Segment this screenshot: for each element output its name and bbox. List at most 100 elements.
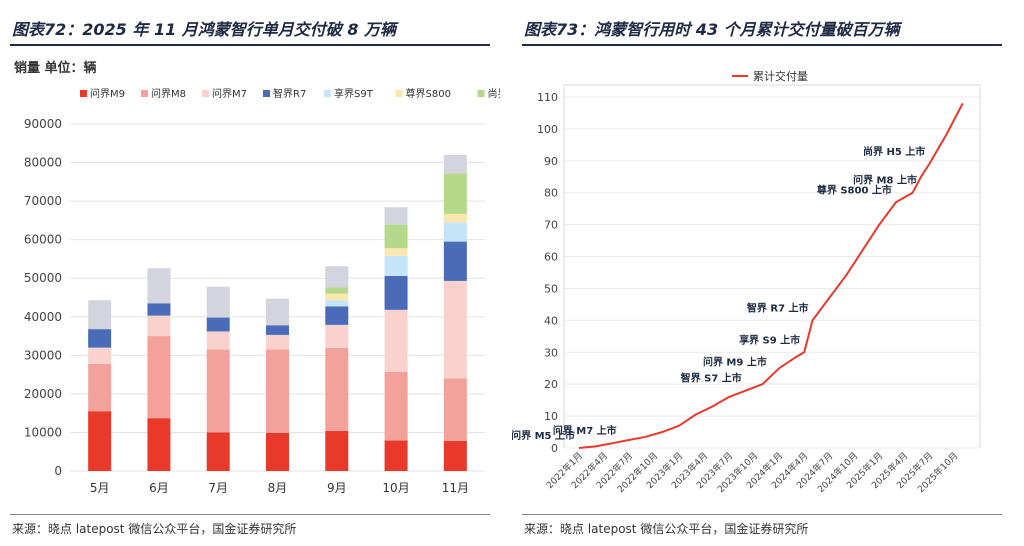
bar-segment-1-1 xyxy=(147,336,171,419)
bar-segment-3-1 xyxy=(266,349,289,433)
annotation-8: 尚界 H5 上市 xyxy=(863,145,925,158)
y-tick-label-5: 50000 xyxy=(24,271,62,285)
bar-segment-4-0 xyxy=(325,430,349,471)
left-source-rule xyxy=(10,514,490,515)
bar-segment-4-4 xyxy=(325,300,349,307)
y-tick-label-7: 70000 xyxy=(24,194,62,208)
bar-segment-5-7 xyxy=(384,207,408,225)
bar-segment-4-6 xyxy=(325,287,349,294)
y-tick-label-9: 90 xyxy=(544,155,558,168)
y-tick-label-3: 30000 xyxy=(24,348,62,362)
y-tick-label-8: 80 xyxy=(544,187,558,200)
y-tick-label-2: 20000 xyxy=(24,387,62,401)
x-tick-label-3: 8月 xyxy=(268,481,288,495)
annotation-6: 尊界 S800 上市 xyxy=(817,183,892,196)
bar-segment-6-4 xyxy=(443,222,467,242)
series-line-cumulative xyxy=(578,102,964,449)
x-tick-label-5: 10月 xyxy=(382,481,409,495)
bar-segment-5-2 xyxy=(384,309,408,372)
bar-segment-5-6 xyxy=(384,224,408,249)
bar-segment-3-0 xyxy=(266,432,289,471)
cumulative-deliveries-line-chart: 累计交付量01020304050607080901001102022年1月202… xyxy=(512,69,981,495)
bar-segment-0-7 xyxy=(88,300,112,330)
bar-segment-3-2 xyxy=(266,334,289,350)
y-tick-label-5: 50 xyxy=(544,282,558,295)
legend-label: 累计交付量 xyxy=(753,69,808,83)
annotation-2: 智界 S7 上市 xyxy=(681,372,742,385)
left-figure-title: 图表72：2025 年 11 月鸿蒙智行单月交付破 8 万辆 xyxy=(12,20,397,39)
legend-label-0: 问界M9 xyxy=(90,87,125,100)
x-tick-label-4: 9月 xyxy=(327,481,347,495)
plot-frame xyxy=(563,84,981,449)
bar-segment-4-7 xyxy=(325,266,349,288)
bar-segment-0-2 xyxy=(88,347,112,364)
x-tick-label-0: 5月 xyxy=(90,481,110,495)
bar-segment-3-7 xyxy=(266,298,289,326)
y-tick-label-1: 10 xyxy=(544,410,558,423)
bar-segment-0-3 xyxy=(88,329,112,348)
bar-segment-6-5 xyxy=(443,213,467,223)
right-figure-panel: 图表73：鸿蒙智行用时 43 个月累计交付量破百万辆 累计交付量 0 10 20 30 4… xyxy=(512,0,1012,546)
right-source-note: 来源：晓点 latepost 微信公众平台，国金证券研究所 xyxy=(524,522,809,536)
legend-label-3: 智界R7 xyxy=(273,87,306,100)
annotation-0: 问界 M5 上市 xyxy=(512,429,575,442)
bar-segment-5-3 xyxy=(384,275,408,310)
annotation-5: 智界 R7 上市 xyxy=(747,301,809,314)
bar-segment-0-0 xyxy=(88,411,112,471)
y-tick-label-9: 90000 xyxy=(24,117,62,131)
legend-swatch-2 xyxy=(202,90,209,97)
y-tick-label-10: 100 xyxy=(537,123,558,136)
bar-segment-6-7 xyxy=(443,154,467,174)
right-source-rule xyxy=(522,514,1002,515)
bar-segment-2-3 xyxy=(206,317,230,332)
y-tick-label-7: 70 xyxy=(544,219,558,232)
bar-segment-5-5 xyxy=(384,248,408,256)
legend-swatch-3 xyxy=(263,90,270,97)
bar-segment-4-3 xyxy=(325,306,349,325)
legend-swatch-1 xyxy=(141,90,148,97)
x-tick-label-2: 7月 xyxy=(208,481,228,495)
x-tick-label-6: 11月 xyxy=(442,481,469,495)
bar-segment-1-2 xyxy=(147,315,171,337)
y-tick-label-6: 60000 xyxy=(24,233,62,247)
right-figure-title: 图表73：鸿蒙智行用时 43 个月累计交付量破百万辆 xyxy=(524,20,900,39)
y-tick-label-4: 40000 xyxy=(24,310,62,324)
y-tick-label-6: 60 xyxy=(544,251,558,264)
bar-segment-2-7 xyxy=(206,286,230,318)
bar-segment-1-7 xyxy=(147,268,171,304)
bar-segment-2-0 xyxy=(206,432,230,471)
legend-label-4: 享界S9T xyxy=(334,87,374,100)
y-axis-label: 销量 单位：辆 xyxy=(14,60,97,76)
annotation-3: 问界 M9 上市 xyxy=(703,356,767,369)
bar-segment-6-2 xyxy=(443,280,467,379)
legend-swatch-6 xyxy=(477,90,485,97)
legend-swatch-4 xyxy=(324,90,331,97)
bar-segment-2-1 xyxy=(206,349,230,433)
bar-segment-4-1 xyxy=(325,348,349,431)
y-tick-label-3: 30 xyxy=(544,346,558,359)
bar-segment-4-2 xyxy=(325,324,349,349)
left-source-note: 来源：晓点 latepost 微信公众平台，国金证券研究所 xyxy=(12,522,297,536)
y-tick-label-11: 110 xyxy=(537,91,558,104)
bar-segment-3-3 xyxy=(266,325,289,335)
bar-segment-0-1 xyxy=(88,363,112,412)
bar-segment-1-0 xyxy=(147,418,171,471)
bar-segment-6-6 xyxy=(443,173,467,214)
bar-segment-6-3 xyxy=(443,241,467,281)
annotation-7: 问界 M8 上市 xyxy=(853,174,917,187)
right-title-rule xyxy=(522,44,1002,46)
y-tick-label-1: 10000 xyxy=(24,425,62,439)
legend-label-2: 问界M7 xyxy=(212,87,247,100)
monthly-deliveries-bar-chart: 销量 单位：辆问界M9问界M8问界M7智界R7享界S9T尊界S800尚界H5其他… xyxy=(14,60,501,495)
bar-segment-5-0 xyxy=(384,440,408,471)
legend-label-1: 问界M8 xyxy=(151,87,186,100)
x-tick-label-1: 6月 xyxy=(149,481,169,495)
y-tick-label-4: 40 xyxy=(544,314,558,327)
annotation-1: 问界 M7 上市 xyxy=(553,424,617,437)
bar-segment-6-1 xyxy=(443,378,467,441)
legend-label-5: 尊界S800 xyxy=(406,87,451,100)
legend-swatch-0 xyxy=(80,90,87,97)
bar-segment-6-0 xyxy=(443,440,467,471)
bar-segment-5-1 xyxy=(384,371,408,441)
